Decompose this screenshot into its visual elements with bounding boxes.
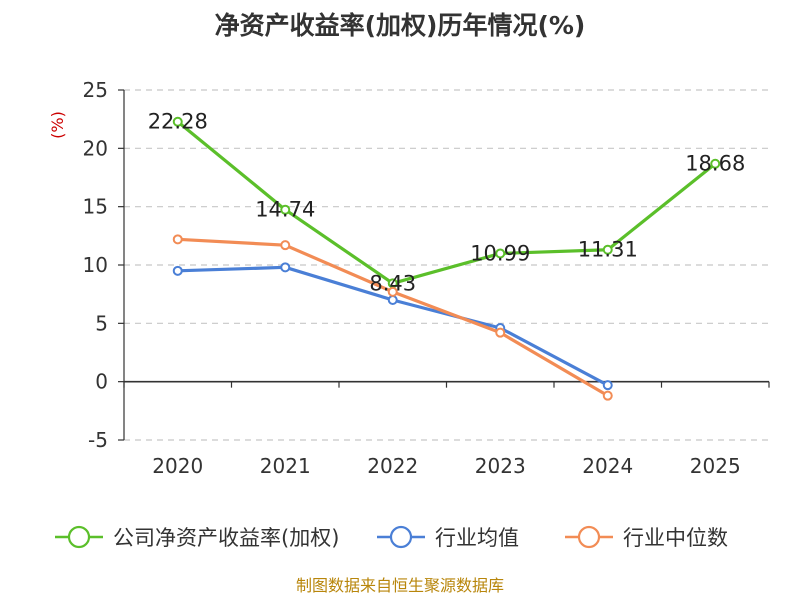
data-point — [172, 265, 183, 276]
legend-marker — [389, 525, 413, 549]
data-point — [387, 286, 398, 297]
legend-marker — [67, 525, 91, 549]
y-tick-label: 20 — [83, 136, 108, 160]
legend-label: 行业均值 — [435, 526, 519, 550]
grid-lines — [124, 89, 769, 441]
data-point — [710, 158, 721, 169]
data-labels: 22.28 14.74 8.43 10.99 11.31 18.68 — [148, 110, 746, 296]
data-source-note: 制图数据来自恒生聚源数据库 — [296, 576, 504, 595]
axes — [118, 89, 770, 441]
legend-marker — [577, 525, 601, 549]
data-label: 22.28 — [148, 110, 208, 134]
x-tick-label: 2022 — [367, 454, 418, 478]
data-point — [602, 380, 613, 391]
legend-label: 行业中位数 — [623, 526, 728, 550]
y-tick-label: 25 — [83, 78, 108, 102]
data-label: 11.31 — [578, 238, 638, 262]
data-point — [495, 248, 506, 259]
data-label: 8.43 — [369, 271, 416, 295]
x-tick-label: 2020 — [152, 454, 203, 478]
chart-title: 净资产收益率(加权)历年情况(%) — [215, 11, 586, 40]
y-tick-label: 15 — [83, 195, 108, 219]
x-tick-label: 2025 — [690, 454, 741, 478]
y-tick-label: -5 — [88, 428, 108, 452]
series-line-2 — [177, 237, 609, 398]
data-point — [280, 204, 291, 215]
data-point — [387, 295, 398, 305]
data-point — [172, 234, 183, 245]
legend: 公司净资产收益率(加权) 行业均值 行业中位数 — [55, 525, 728, 550]
data-label: 18.68 — [685, 152, 745, 176]
y-tick-labels: 25 20 15 10 5 0 -5 — [83, 78, 108, 452]
y-tick-label: 0 — [95, 370, 108, 394]
x-tick-label: 2024 — [582, 454, 633, 478]
data-point — [495, 327, 506, 338]
legend-label: 公司净资产收益率(加权) — [113, 526, 339, 550]
y-tick-label: 10 — [83, 253, 108, 277]
data-point — [172, 116, 183, 127]
x-tick-labels: 2020 2021 2022 2023 2024 2025 — [152, 454, 740, 478]
y-tick-label: 5 — [95, 311, 108, 335]
y-axis-unit: (%) — [48, 111, 67, 139]
data-point — [280, 240, 291, 251]
data-point — [602, 390, 613, 401]
x-tick-label: 2023 — [475, 454, 526, 478]
data-point — [602, 244, 613, 255]
data-label: 10.99 — [470, 241, 530, 265]
data-point — [280, 262, 291, 273]
data-label: 14.74 — [255, 198, 315, 222]
series-group — [172, 116, 721, 401]
x-tick-label: 2021 — [260, 454, 311, 478]
series-line-0 — [176, 120, 717, 285]
